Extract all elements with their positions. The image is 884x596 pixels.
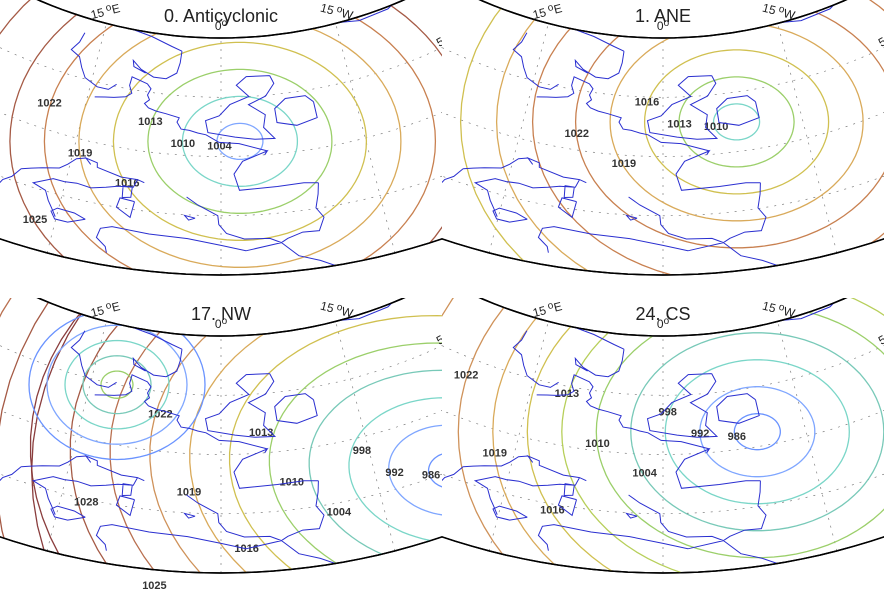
panel-0-anticyclonic: 0. Anticyclonic 100410101013101610191022… <box>0 0 442 298</box>
svg-text:1019: 1019 <box>612 158 636 170</box>
panel-title: 0. Anticyclonic <box>0 6 442 27</box>
svg-text:1025: 1025 <box>23 214 47 226</box>
panel-title: 1. ANE <box>442 6 884 27</box>
panel-svg: 1010101310161019102230 oW15 oW0o15 oE30 … <box>442 0 884 298</box>
svg-text:1025: 1025 <box>142 580 166 592</box>
panel-svg: 98699299810041010101310161019102230 oW15… <box>442 298 884 596</box>
svg-text:1010: 1010 <box>585 438 609 450</box>
panel-title: 17. NW <box>0 304 442 325</box>
svg-text:1004: 1004 <box>632 468 657 480</box>
svg-text:1028: 1028 <box>74 496 98 508</box>
panel-title: 24. CS <box>442 304 884 325</box>
svg-text:1019: 1019 <box>68 148 92 160</box>
svg-text:992: 992 <box>385 467 403 479</box>
svg-text:1019: 1019 <box>483 448 507 460</box>
svg-text:1010: 1010 <box>171 138 195 150</box>
panel-17-nw: 17. NW 986992998100410101013101610191022… <box>0 298 442 596</box>
svg-text:998: 998 <box>353 445 371 457</box>
svg-text:1013: 1013 <box>138 116 162 128</box>
panel-1-ane: 1. ANE 1010101310161019102230 oW15 oW0o1… <box>442 0 884 298</box>
svg-text:1004: 1004 <box>327 506 352 518</box>
svg-text:1022: 1022 <box>37 98 61 110</box>
svg-text:998: 998 <box>659 406 677 418</box>
svg-text:1013: 1013 <box>667 118 691 130</box>
svg-text:1016: 1016 <box>540 504 564 516</box>
panel-svg: 100410101013101610191022102530 oW15 oW0o… <box>0 0 442 298</box>
svg-text:1022: 1022 <box>454 370 478 382</box>
svg-text:986: 986 <box>728 431 746 443</box>
figure-grid: 0. Anticyclonic 1004 1010 1013 1016 1019 1022… <box>0 0 884 596</box>
panel-svg: 9869929981004101010131016101910221025102… <box>0 298 442 596</box>
svg-text:1016: 1016 <box>635 97 659 109</box>
svg-text:1016: 1016 <box>234 543 258 555</box>
svg-text:1013: 1013 <box>555 388 579 400</box>
svg-text:1022: 1022 <box>565 128 589 140</box>
svg-text:992: 992 <box>691 428 709 440</box>
svg-text:986: 986 <box>422 470 440 482</box>
panel-24-cs: 24. CS 986 992 998 1004 1010 1013 1016 1019 1022… <box>442 298 884 596</box>
